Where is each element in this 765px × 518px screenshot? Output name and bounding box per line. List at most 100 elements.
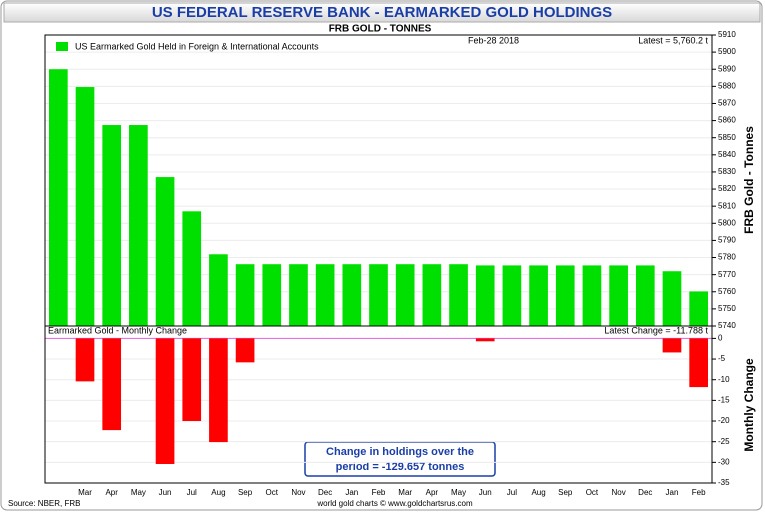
- y-tick-label: -5: [718, 354, 726, 363]
- y-tick-label: 5780: [718, 253, 736, 262]
- y-tick-label: 5910: [718, 30, 736, 39]
- x-tick-label: Dec: [638, 488, 652, 497]
- y-tick-label: 5770: [718, 270, 736, 279]
- legend-swatch: [56, 42, 68, 51]
- y-tick-label: -30: [718, 457, 730, 466]
- y-tick-label: -20: [718, 416, 730, 425]
- y-tick-label: 5800: [718, 218, 736, 227]
- bar: [235, 338, 255, 363]
- y-tick-label: 5810: [718, 201, 736, 210]
- y-tick-label: -10: [718, 375, 730, 384]
- x-tick-label: Nov: [291, 488, 305, 497]
- bar: [502, 265, 522, 326]
- bar: [49, 69, 68, 326]
- x-tick-label: Nov: [612, 488, 626, 497]
- x-tick-label: Jun: [159, 488, 172, 497]
- y-tick-label: 5900: [718, 47, 736, 56]
- x-tick-label: May: [451, 488, 466, 497]
- bar: [662, 271, 682, 326]
- x-tick-label: Apr: [426, 488, 439, 497]
- bar: [262, 264, 282, 326]
- x-tick-label: Aug: [211, 488, 225, 497]
- panel-title: Earmarked Gold - Monthly Change: [48, 325, 187, 335]
- y-tick-label: 5870: [718, 99, 736, 108]
- bar: [182, 211, 202, 326]
- bar: [529, 265, 548, 326]
- y-tick-label: 5890: [718, 64, 736, 73]
- annotation: Change in holdings over the: [326, 446, 474, 458]
- bar: [369, 264, 388, 326]
- x-tick-label: Jul: [187, 488, 197, 497]
- bar: [342, 264, 362, 326]
- bar: [75, 338, 95, 382]
- y-axis-label: Monthly Change: [742, 358, 756, 452]
- latest-change-label: Latest Change = -11.788 t: [604, 325, 708, 335]
- latest-label: Latest = 5,760.2 t: [638, 35, 708, 45]
- y-tick-label: -25: [718, 437, 730, 446]
- y-tick-label: 5760: [718, 287, 736, 296]
- bar: [129, 125, 148, 327]
- y-tick-label: 5830: [718, 167, 736, 176]
- y-tick-label: -35: [718, 478, 730, 487]
- annotation: period = -129.657 tonnes: [336, 461, 465, 473]
- title-bar: [3, 2, 761, 23]
- bar: [395, 264, 415, 326]
- x-tick-label: Sep: [238, 488, 253, 497]
- y-tick-label: 0: [718, 334, 723, 343]
- x-tick-label: Feb: [692, 488, 706, 497]
- bar: [155, 177, 175, 326]
- bar: [102, 125, 122, 327]
- bar: [209, 338, 228, 443]
- legend-label: US Earmarked Gold Held in Foreign & Inte…: [75, 41, 319, 51]
- chart-subtitle: FRB GOLD - TONNES: [329, 24, 432, 35]
- x-tick-label: Apr: [105, 488, 118, 497]
- bar: [689, 338, 708, 388]
- bar: [235, 264, 255, 326]
- chart-title: US FEDERAL RESERVE BANK - EARMARKED GOLD…: [152, 4, 612, 21]
- x-tick-label: Jan: [666, 488, 679, 497]
- y-tick-label: 5840: [718, 150, 736, 159]
- bar: [182, 338, 202, 422]
- bar: [422, 264, 442, 326]
- bar: [315, 264, 335, 326]
- x-tick-label: Sep: [558, 488, 573, 497]
- x-tick-label: May: [131, 488, 146, 497]
- source: Source: NBER, FRB: [8, 499, 80, 508]
- bar: [102, 338, 122, 431]
- x-tick-label: Feb: [372, 488, 386, 497]
- y-tick-label: 5820: [718, 184, 736, 193]
- bar: [75, 87, 95, 326]
- x-tick-label: Jul: [507, 488, 517, 497]
- y-tick-label: 5740: [718, 321, 736, 330]
- x-tick-label: Jun: [479, 488, 492, 497]
- x-tick-label: Aug: [531, 488, 545, 497]
- y-tick-label: 5880: [718, 81, 736, 90]
- bar: [475, 338, 495, 342]
- x-tick-label: Oct: [586, 488, 599, 497]
- credit: world gold charts © www.goldchartsrus.co…: [316, 499, 473, 508]
- bar: [449, 264, 468, 326]
- y-tick-label: 5860: [718, 116, 736, 125]
- y-tick-label: 5790: [718, 236, 736, 245]
- bar: [555, 265, 575, 326]
- bar: [635, 265, 655, 326]
- x-tick-label: Mar: [78, 488, 92, 497]
- date-label: Feb-28 2018: [468, 35, 519, 45]
- x-tick-label: Jan: [345, 488, 358, 497]
- x-tick-label: Oct: [266, 488, 279, 497]
- y-tick-label: -15: [718, 395, 730, 404]
- y-tick-label: 5750: [718, 304, 736, 313]
- bar: [582, 265, 602, 326]
- bar: [155, 338, 175, 464]
- y-axis-label: FRB Gold - Tonnes: [742, 126, 756, 234]
- y-tick-label: 5850: [718, 133, 736, 142]
- bar: [289, 264, 308, 326]
- bar: [662, 338, 682, 353]
- bar: [689, 291, 708, 326]
- x-tick-label: Mar: [398, 488, 412, 497]
- bar: [475, 265, 495, 326]
- plot-border: [44, 325, 713, 484]
- bar: [609, 265, 628, 326]
- bar: [209, 254, 228, 326]
